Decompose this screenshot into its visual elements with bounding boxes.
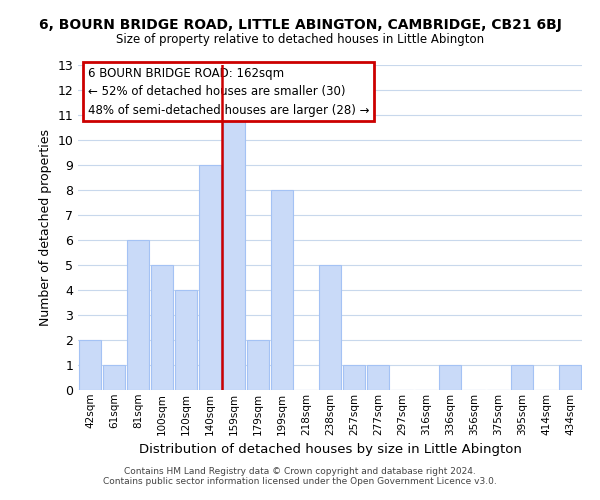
Bar — [175, 290, 197, 390]
Text: Contains HM Land Registry data © Crown copyright and database right 2024.: Contains HM Land Registry data © Crown c… — [124, 467, 476, 476]
Bar — [319, 265, 341, 390]
Bar — [79, 340, 101, 390]
Bar — [439, 365, 461, 390]
Bar — [247, 340, 269, 390]
Text: Size of property relative to detached houses in Little Abington: Size of property relative to detached ho… — [116, 32, 484, 46]
Text: 6 BOURN BRIDGE ROAD: 162sqm
← 52% of detached houses are smaller (30)
48% of sem: 6 BOURN BRIDGE ROAD: 162sqm ← 52% of det… — [88, 66, 370, 116]
Text: 6, BOURN BRIDGE ROAD, LITTLE ABINGTON, CAMBRIDGE, CB21 6BJ: 6, BOURN BRIDGE ROAD, LITTLE ABINGTON, C… — [38, 18, 562, 32]
Text: Contains public sector information licensed under the Open Government Licence v3: Contains public sector information licen… — [103, 477, 497, 486]
Y-axis label: Number of detached properties: Number of detached properties — [39, 129, 52, 326]
Bar — [103, 365, 125, 390]
Bar — [511, 365, 533, 390]
Bar — [367, 365, 389, 390]
Bar — [271, 190, 293, 390]
Bar — [127, 240, 149, 390]
Bar — [343, 365, 365, 390]
Bar — [223, 115, 245, 390]
Bar — [559, 365, 581, 390]
X-axis label: Distribution of detached houses by size in Little Abington: Distribution of detached houses by size … — [139, 443, 521, 456]
Bar — [151, 265, 173, 390]
Bar — [199, 165, 221, 390]
